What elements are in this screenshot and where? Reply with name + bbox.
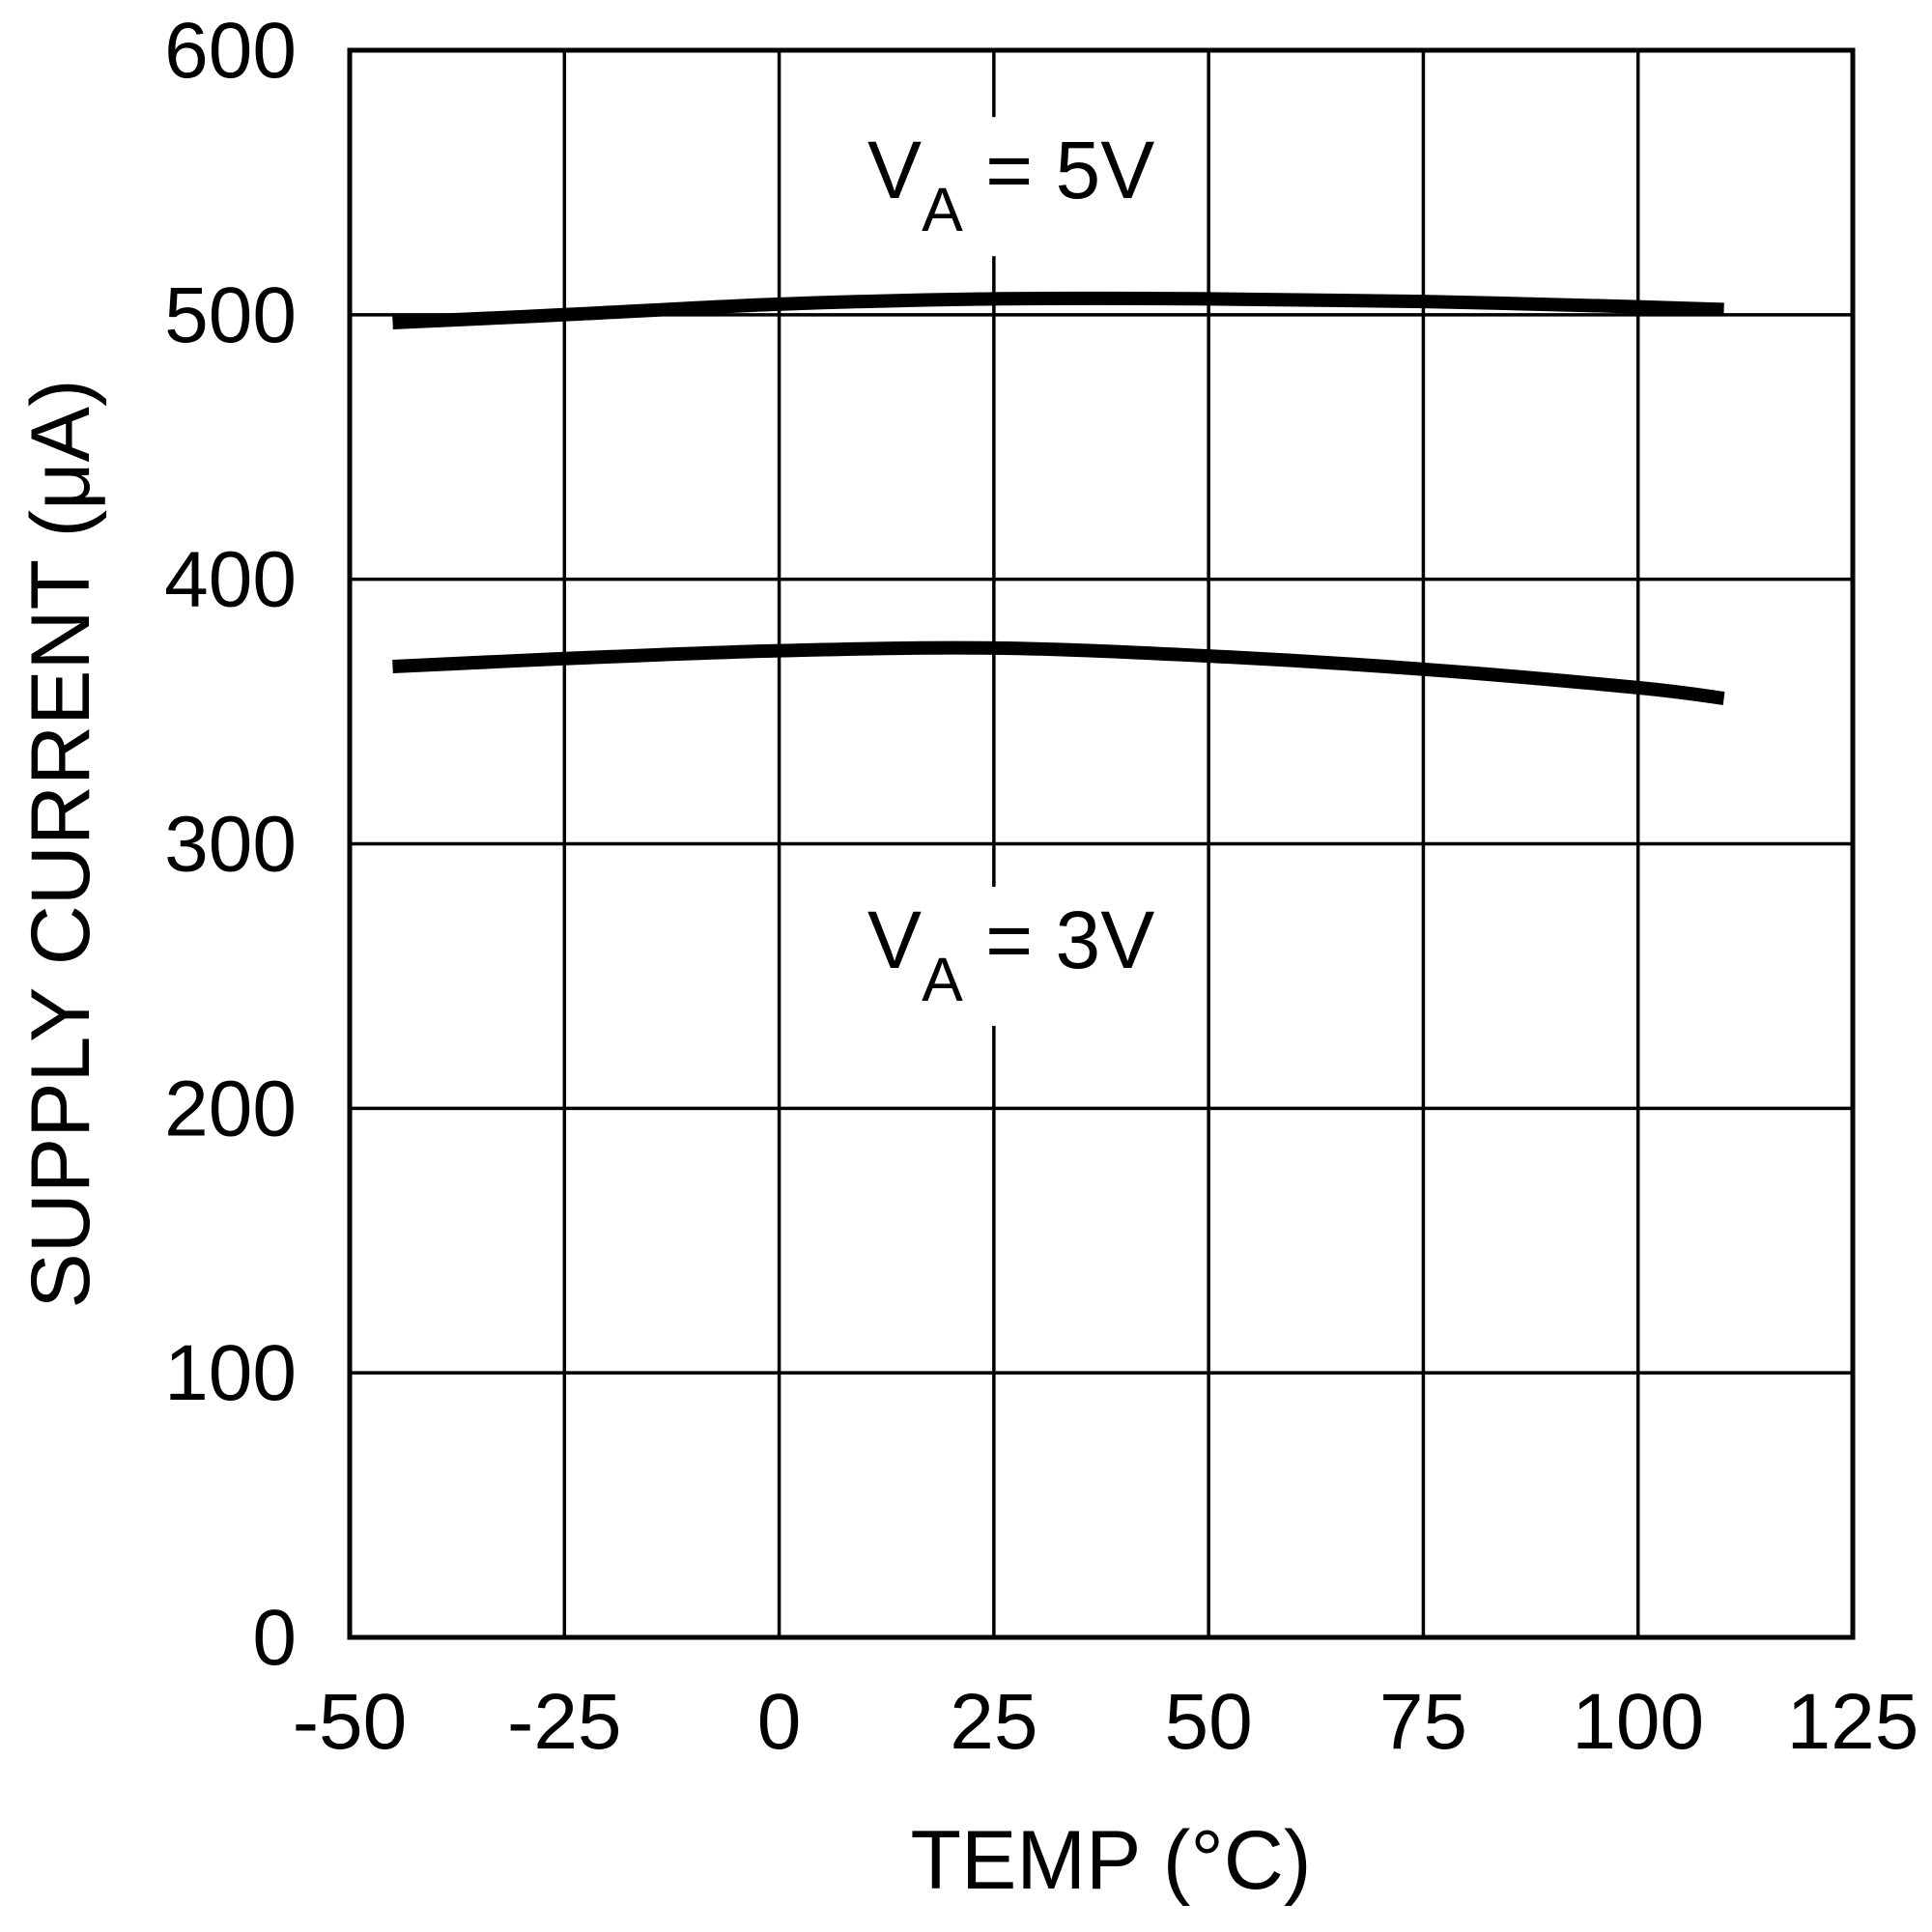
grid xyxy=(350,50,1853,1637)
annotation-background xyxy=(854,117,1169,257)
annotation-subscript: A xyxy=(922,175,963,244)
y-axis-title: SUPPLY CURRENT (μA) xyxy=(14,379,107,1308)
x-tick-label: 50 xyxy=(1165,1678,1253,1766)
annotation-rest: = 3V xyxy=(963,895,1154,985)
x-tick-label: -50 xyxy=(293,1678,408,1766)
x-tick-label: -25 xyxy=(507,1678,622,1766)
y-tick-label: 300 xyxy=(164,801,297,889)
plot-frame xyxy=(347,47,1856,1640)
x-tick-label: 100 xyxy=(1572,1678,1704,1766)
annotation-main: V xyxy=(867,125,922,215)
annotation-rest: = 5V xyxy=(963,125,1154,215)
series-line xyxy=(392,640,1725,705)
tick-labels: -50 -25 0 25 50 75 100 125 0 100 200 300 400 500 600 xyxy=(164,7,1918,1766)
y-tick-label: 400 xyxy=(164,536,297,624)
y-tick-label: 500 xyxy=(164,271,297,359)
series-lines xyxy=(392,291,1725,705)
y-tick-label: 600 xyxy=(164,7,297,95)
annotation-subscript: A xyxy=(922,945,963,1014)
x-tick-label: 0 xyxy=(757,1678,802,1766)
series-annotation: VA = 3V xyxy=(867,895,1154,1014)
annotation-main: V xyxy=(867,895,922,985)
series-line xyxy=(392,291,1724,329)
x-tick-label: 125 xyxy=(1787,1678,1919,1766)
x-axis-title: TEMP (°C) xyxy=(910,1814,1311,1907)
y-tick-label: 0 xyxy=(252,1594,297,1682)
annotation-background xyxy=(854,887,1169,1027)
series-annotation: VA = 5V xyxy=(867,125,1154,244)
y-tick-label: 100 xyxy=(164,1329,297,1417)
y-tick-label: 200 xyxy=(164,1065,297,1152)
x-tick-label: 75 xyxy=(1379,1678,1467,1766)
x-tick-label: 25 xyxy=(950,1678,1037,1766)
